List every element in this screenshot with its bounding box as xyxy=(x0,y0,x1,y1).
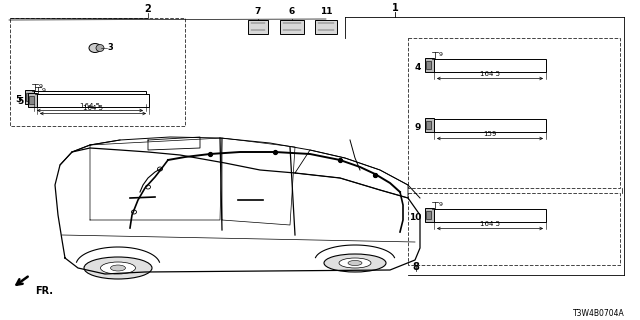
Bar xyxy=(426,211,431,219)
Bar xyxy=(434,209,546,221)
Ellipse shape xyxy=(84,257,152,279)
Text: 11: 11 xyxy=(320,7,332,16)
Bar xyxy=(248,20,268,34)
Text: 8: 8 xyxy=(413,262,419,272)
Bar xyxy=(408,193,620,265)
Bar xyxy=(315,20,337,34)
Bar xyxy=(425,118,434,132)
Bar xyxy=(26,93,31,101)
Text: FR.: FR. xyxy=(35,286,53,296)
Bar xyxy=(425,208,434,222)
Bar xyxy=(25,90,34,104)
Text: 164 5: 164 5 xyxy=(480,70,500,76)
Text: 164 5: 164 5 xyxy=(480,220,500,227)
Ellipse shape xyxy=(111,265,125,271)
Bar xyxy=(29,96,34,104)
Bar xyxy=(408,38,620,188)
Bar xyxy=(434,118,546,132)
Text: T3W4B0704A: T3W4B0704A xyxy=(573,308,625,317)
Text: 6: 6 xyxy=(289,7,295,16)
Ellipse shape xyxy=(145,185,150,189)
Bar xyxy=(280,20,304,34)
Text: 9: 9 xyxy=(438,203,442,207)
Bar xyxy=(426,121,431,129)
Text: 164 5: 164 5 xyxy=(83,106,103,111)
Ellipse shape xyxy=(96,44,104,52)
Text: 5: 5 xyxy=(18,98,24,107)
Bar xyxy=(37,93,149,107)
Text: 9: 9 xyxy=(38,84,42,90)
Text: 7: 7 xyxy=(255,7,261,16)
Text: 164 5: 164 5 xyxy=(80,102,100,108)
Bar xyxy=(34,91,146,103)
Ellipse shape xyxy=(324,254,386,272)
Bar xyxy=(425,58,434,72)
Ellipse shape xyxy=(89,44,101,52)
Text: 9: 9 xyxy=(42,87,45,92)
Text: 10: 10 xyxy=(408,212,421,221)
Bar xyxy=(426,61,431,69)
Text: 9: 9 xyxy=(415,123,421,132)
Text: 1: 1 xyxy=(392,3,398,13)
Text: 9: 9 xyxy=(438,52,442,58)
Text: 4: 4 xyxy=(415,62,421,71)
Bar xyxy=(434,59,546,71)
Ellipse shape xyxy=(157,167,163,171)
Ellipse shape xyxy=(100,262,136,274)
Ellipse shape xyxy=(339,258,371,268)
Text: 159: 159 xyxy=(483,131,497,137)
Bar xyxy=(10,18,185,126)
Text: 2: 2 xyxy=(145,4,152,14)
Ellipse shape xyxy=(131,210,136,214)
Text: 5: 5 xyxy=(15,94,21,103)
Text: 3: 3 xyxy=(107,44,113,52)
Ellipse shape xyxy=(348,260,362,266)
Bar xyxy=(28,93,37,107)
